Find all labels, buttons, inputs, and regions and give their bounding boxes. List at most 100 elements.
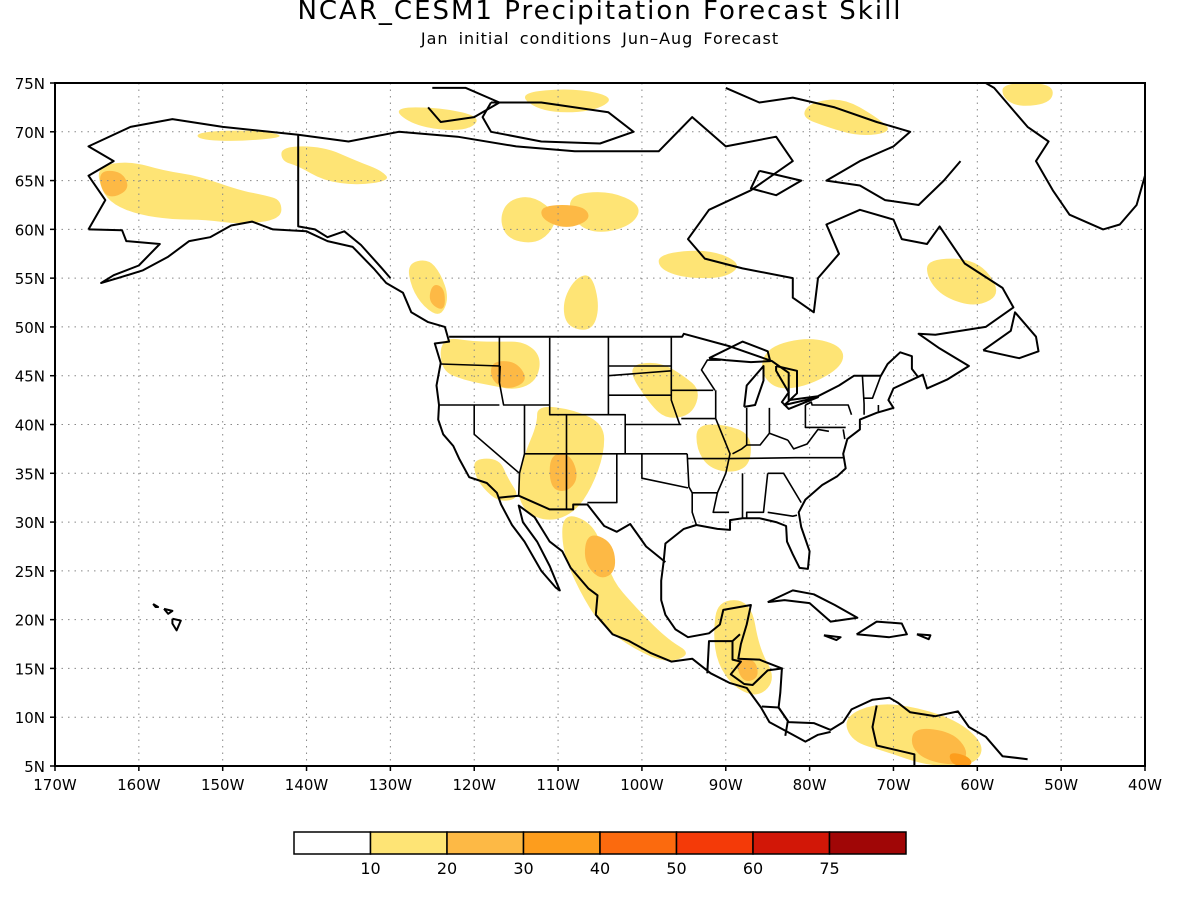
puerto-rico bbox=[916, 633, 932, 641]
great-lakes-michigan bbox=[743, 365, 765, 408]
state-border bbox=[712, 390, 731, 514]
state-border bbox=[641, 453, 689, 489]
skill-region-labrador bbox=[927, 258, 997, 305]
greenland-coast bbox=[935, 83, 1145, 231]
hispaniola bbox=[856, 620, 908, 639]
southampton-island bbox=[749, 169, 803, 197]
victoria-island bbox=[481, 101, 635, 145]
skill-region-arctic-mid bbox=[524, 89, 609, 113]
state-border bbox=[587, 453, 618, 504]
state-border bbox=[861, 375, 865, 415]
lon-tick-label: 110W bbox=[536, 776, 580, 794]
skill-region-nwt-core bbox=[541, 204, 589, 227]
lon-tick-label: 60W bbox=[960, 776, 994, 794]
skill-shading-layer bbox=[98, 83, 1053, 766]
skill-region-venezuela-peak bbox=[949, 753, 972, 766]
skill-region-sask bbox=[563, 275, 598, 330]
state-border bbox=[440, 363, 501, 367]
alaska-canada-border bbox=[297, 134, 392, 279]
colorbar-label: 40 bbox=[590, 859, 610, 878]
skill-region-socal bbox=[474, 458, 517, 501]
lat-tick-label: 40N bbox=[15, 417, 45, 435]
great-lakes-huron-erie bbox=[775, 365, 819, 410]
lat-tick-label: 20N bbox=[15, 612, 45, 630]
skill-region-alaska bbox=[98, 162, 282, 224]
lon-tick-label: 50W bbox=[1044, 776, 1078, 794]
skill-region-bc-core bbox=[429, 284, 445, 309]
state-border bbox=[686, 453, 698, 526]
state-border bbox=[439, 404, 521, 474]
state-border bbox=[767, 511, 798, 517]
big-island-hawaii bbox=[171, 617, 182, 632]
colorbar-label: 20 bbox=[437, 859, 457, 878]
coastline-layer bbox=[87, 83, 1145, 766]
lat-tick-label: 50N bbox=[15, 319, 45, 337]
state-border bbox=[767, 472, 802, 504]
chart-subtitle: Jan initial conditions Jun–Aug Forecast bbox=[420, 29, 780, 48]
lon-tick-label: 150W bbox=[201, 776, 245, 794]
lon-tick-label: 40W bbox=[1128, 776, 1162, 794]
pacific-coast bbox=[88, 220, 831, 743]
cuba bbox=[767, 589, 859, 623]
lat-tick-label: 55N bbox=[15, 270, 45, 288]
central-america-borders bbox=[729, 641, 783, 686]
colorbar-label: 10 bbox=[360, 859, 380, 878]
skill-region-baffin bbox=[804, 99, 888, 136]
lat-tick-label: 5N bbox=[24, 758, 45, 776]
lon-tick-label: 130W bbox=[369, 776, 413, 794]
state-border bbox=[608, 370, 672, 377]
colorbar: 10 20 30 40 50 60 75 bbox=[293, 831, 907, 878]
north-america-coast bbox=[87, 116, 1028, 761]
newfoundland bbox=[982, 311, 1040, 360]
skill-region-alaska-core bbox=[100, 170, 128, 197]
lon-tick-label: 170W bbox=[33, 776, 77, 794]
lon-tick-label: 160W bbox=[117, 776, 161, 794]
state-border bbox=[864, 375, 882, 399]
colorbar-swatch bbox=[752, 831, 831, 855]
lat-tick-label: 75N bbox=[15, 75, 45, 93]
lat-tick-label: 35N bbox=[15, 465, 45, 483]
skill-region-arkansas bbox=[696, 424, 751, 472]
state-border bbox=[732, 407, 748, 455]
skill-region-sierra-madre-core bbox=[584, 535, 616, 578]
lat-tick-label: 70N bbox=[15, 124, 45, 142]
skill-region-manitoba bbox=[658, 250, 737, 279]
lat-tick-label: 25N bbox=[15, 563, 45, 581]
jamaica bbox=[823, 634, 842, 642]
chart-title: NCAR_CESM1 Precipitation Forecast Skill bbox=[297, 0, 903, 26]
colorbar-swatch bbox=[599, 831, 678, 855]
banks-island bbox=[427, 86, 501, 123]
skill-region-nebraska bbox=[632, 362, 698, 418]
lat-tick-label: 15N bbox=[15, 660, 45, 678]
costa-rica-panama-border bbox=[761, 705, 789, 736]
lon-tick-label: 120W bbox=[452, 776, 496, 794]
lon-tick-label: 70W bbox=[877, 776, 911, 794]
state-border bbox=[670, 336, 681, 425]
lon-tick-label: 80W bbox=[793, 776, 827, 794]
maui bbox=[163, 607, 174, 615]
state-border bbox=[745, 473, 769, 519]
state-border bbox=[769, 432, 789, 441]
state-border bbox=[498, 336, 682, 426]
lat-tick-label: 45N bbox=[15, 368, 45, 386]
colorbar-label: 75 bbox=[819, 859, 839, 878]
state-border bbox=[700, 359, 721, 391]
state-border bbox=[787, 428, 830, 450]
skill-region-nw-canada-river bbox=[501, 197, 555, 243]
colorbar-swatch bbox=[293, 831, 372, 855]
mexico-guatemala-border bbox=[706, 633, 741, 674]
lon-tick-label: 100W bbox=[620, 776, 664, 794]
skill-region-yukon bbox=[281, 146, 388, 185]
state-border bbox=[746, 407, 771, 446]
skill-region-central-am-core bbox=[737, 658, 758, 682]
lat-tick-label: 30N bbox=[15, 514, 45, 532]
state-border bbox=[498, 365, 501, 383]
skill-region-n-alaska-coast bbox=[197, 130, 280, 141]
state-border bbox=[805, 401, 853, 415]
colorbar-label: 50 bbox=[666, 859, 686, 878]
lat-tick-label: 10N bbox=[15, 709, 45, 727]
venezuela-colombia-border bbox=[871, 705, 916, 766]
baffin-coast bbox=[725, 86, 962, 206]
colorbar-swatch bbox=[446, 831, 525, 855]
